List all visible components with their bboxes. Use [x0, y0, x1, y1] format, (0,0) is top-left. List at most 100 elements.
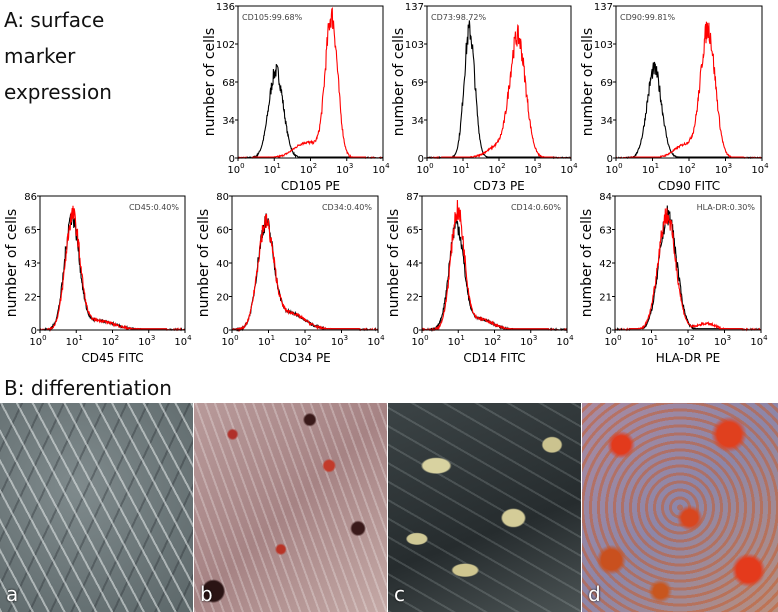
x-tick-exponent: 4	[385, 162, 390, 170]
x-tick-exponent: 2	[307, 334, 311, 342]
x-tick-label: 102	[678, 162, 695, 176]
x-tick-exponent: 0	[424, 334, 428, 342]
histogram-series-control	[40, 209, 186, 332]
plot-frame	[231, 195, 379, 331]
x-tick-label: 104	[556, 334, 574, 348]
x-tick-label: 101	[448, 334, 465, 348]
percent-positive-label: CD73:98.72%	[431, 13, 487, 22]
x-tick-exponent: 0	[617, 334, 621, 342]
y-axis-label: number of cells	[196, 209, 212, 317]
section-a-title-line3: expression	[4, 80, 112, 104]
x-tick-exponent: 3	[728, 162, 732, 170]
y-tick-label: 68	[222, 78, 235, 89]
x-tick-exponent: 1	[460, 334, 464, 342]
x-tick-exponent: 0	[234, 334, 238, 342]
y-tick-label: 69	[600, 78, 613, 89]
x-tick-label: 104	[367, 334, 385, 348]
photo-label-c: c	[394, 582, 405, 606]
y-tick-label: 43	[24, 259, 37, 270]
y-tick-label: 42	[599, 259, 612, 270]
y-tick-label: 103	[405, 40, 424, 51]
histogram-series-control	[237, 63, 384, 159]
y-axis-label: number of cells	[580, 28, 596, 136]
x-tick-label: 100	[416, 162, 433, 176]
x-tick-label: 101	[641, 334, 658, 348]
percent-positive-label: HLA-DR:0.30%	[697, 203, 756, 212]
y-tick-label: 0	[418, 154, 424, 165]
percent-positive-label: CD45:0.40%	[129, 203, 179, 212]
histogram-series-cd45	[39, 205, 186, 332]
section-a-title-line1: A: surface	[4, 8, 105, 32]
x-tick-label: 101	[452, 162, 469, 176]
y-tick-label: 87	[406, 192, 419, 203]
x-tick-label: 102	[102, 334, 119, 348]
x-tick-label: 104	[560, 162, 578, 176]
x-axis-label: CD34 PE	[279, 351, 331, 365]
plot-frame	[39, 195, 186, 331]
y-tick-label: 40	[216, 259, 229, 270]
x-tick-exponent: 2	[690, 334, 694, 342]
y-tick-label: 103	[594, 40, 613, 51]
y-tick-label: 63	[599, 226, 612, 237]
histogram-series-cd90	[615, 21, 763, 159]
y-axis-label: number of cells	[4, 209, 20, 317]
plot-frame	[421, 195, 568, 331]
photo-osteogenic-differentiation: d	[582, 403, 778, 612]
percent-positive-label: CD34:0.40%	[322, 203, 372, 212]
photo-undifferentiated-cells: a	[0, 403, 193, 612]
x-tick-exponent: 4	[569, 334, 574, 342]
x-axis-label: CD45 FITC	[81, 351, 143, 365]
x-axis-label: CD14 FITC	[463, 351, 525, 365]
y-tick-label: 136	[216, 2, 235, 13]
y-tick-label: 65	[24, 226, 37, 237]
x-tick-label: 100	[29, 334, 46, 348]
x-tick-label: 100	[604, 334, 621, 348]
y-tick-label: 0	[607, 154, 613, 165]
x-tick-exponent: 0	[618, 162, 622, 170]
x-tick-exponent: 1	[655, 162, 659, 170]
x-tick-exponent: 2	[501, 162, 505, 170]
y-tick-label: 22	[406, 293, 419, 304]
x-tick-exponent: 3	[349, 162, 353, 170]
y-tick-label: 20	[216, 293, 229, 304]
percent-positive-label: CD14:0.60%	[511, 203, 561, 212]
histogram-series-cd105	[237, 7, 384, 160]
plot-frame	[237, 5, 384, 159]
y-axis-label: number of cells	[386, 209, 402, 317]
y-tick-label: 0	[31, 326, 37, 337]
x-tick-label: 103	[138, 334, 155, 348]
x-tick-label: 101	[66, 334, 83, 348]
x-tick-label: 100	[605, 162, 622, 176]
percent-positive-label: CD105:99.68%	[242, 13, 303, 22]
x-tick-label: 103	[715, 162, 732, 176]
x-tick-label: 103	[714, 334, 731, 348]
x-tick-exponent: 4	[380, 334, 385, 342]
x-tick-label: 103	[524, 162, 541, 176]
x-tick-exponent: 1	[276, 162, 280, 170]
x-tick-exponent: 1	[654, 334, 658, 342]
x-tick-exponent: 1	[271, 334, 275, 342]
x-tick-exponent: 4	[763, 334, 768, 342]
x-tick-exponent: 2	[691, 162, 695, 170]
x-tick-exponent: 1	[465, 162, 469, 170]
y-tick-label: 84	[599, 192, 612, 203]
y-tick-label: 0	[229, 154, 235, 165]
plot-frame	[615, 5, 763, 159]
histogram-series-control	[616, 61, 762, 159]
x-tick-label: 101	[264, 162, 281, 176]
y-tick-label: 137	[405, 2, 424, 13]
photo-label-a: a	[6, 582, 19, 606]
x-tick-exponent: 3	[533, 334, 537, 342]
x-tick-label: 101	[642, 162, 659, 176]
photo-label-b: b	[200, 582, 213, 606]
x-tick-label: 102	[484, 334, 501, 348]
y-tick-label: 137	[594, 2, 613, 13]
percent-positive-label: CD90:99.81%	[620, 13, 676, 22]
x-axis-label: HLA-DR PE	[656, 351, 720, 365]
x-tick-label: 100	[221, 334, 238, 348]
